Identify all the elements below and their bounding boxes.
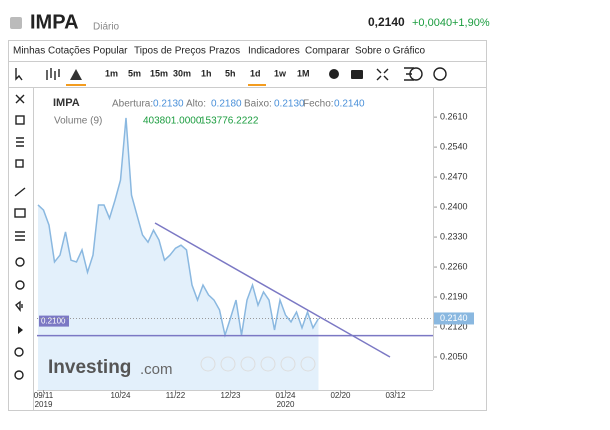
period: Diário [93,22,120,33]
tool[interactable] [14,347,24,357]
y-tick-label: 0.2400 [440,201,468,211]
x-tick-label: 02/20 [330,391,351,400]
legend-label: Alto: [186,99,206,110]
timeframe[interactable]: 5m [128,68,141,78]
tool[interactable] [14,370,24,380]
trend-line [154,222,391,358]
download-icon[interactable] [409,67,423,81]
legend-value: 0.2140 [334,99,365,110]
last-price-label: 0.2140 [440,313,468,323]
bars-icon[interactable] [46,68,60,80]
watermark: Investing [48,357,131,378]
logo [10,17,22,29]
menu-item[interactable]: Minhas Cotações [13,46,90,57]
settings-icon[interactable] [329,69,339,79]
cursor-icon[interactable] [15,68,23,81]
tool[interactable] [15,94,25,104]
nav-button[interactable] [240,356,256,372]
tool[interactable] [16,137,24,147]
x-tick-label: 10/24 [110,391,131,400]
plot: 0.2050 0.2120 0.2190 0.2260 0.2330 0.2400 0.24… [34,88,474,409]
toolbar-icons [15,67,447,86]
y-tick-label: 0.2330 [440,231,468,241]
x-tick-label: 09/11 [34,391,54,400]
y-tick-label: 0.2050 [440,351,468,361]
tool[interactable] [14,208,26,218]
navigator [200,356,316,372]
hline-tag [39,315,69,327]
timeframe[interactable]: 1m [105,68,118,78]
change: +0,0040 [412,17,452,29]
tool[interactable] [15,159,24,168]
nav-button[interactable] [280,356,296,372]
x-year-label: 2019 [35,400,53,409]
nav-button[interactable] [300,356,316,372]
change-pct: +1,90% [452,17,490,29]
legend-value: 0.2180 [211,99,242,110]
y-tick-label: 0.2540 [440,141,468,151]
line [37,117,320,339]
y-tick-label: 0.2470 [440,171,468,181]
area [38,117,319,391]
nav-button[interactable] [220,356,236,372]
menu-item[interactable]: Sobre o Gráfico [355,46,425,57]
sep-icon[interactable] [404,67,414,81]
timeframe[interactable]: 15m [150,68,168,78]
nav-button[interactable] [260,356,276,372]
menu-item[interactable]: Tipos de Preços [134,46,206,57]
area-icon[interactable] [70,69,82,80]
tool[interactable] [15,300,23,312]
selected-underline [248,84,266,86]
x-tick-label: 03/12 [385,391,406,400]
tool[interactable] [14,187,26,197]
menu-item[interactable]: Indicadores [248,46,300,57]
tool[interactable] [15,257,25,267]
fullscreen-icon[interactable] [376,68,389,81]
selected-underline [66,84,86,86]
frame [8,40,487,411]
timeframe[interactable]: 30m [173,68,191,78]
x-year-label: 2020 [277,400,295,409]
nav-button[interactable] [200,356,216,372]
timeframe[interactable]: 1M [297,68,310,78]
symbol: IMPA [30,11,79,33]
timeframe[interactable]: 1h [201,68,212,78]
tool[interactable] [18,326,23,334]
y-tick-label: 0.2260 [440,261,468,271]
legend-label: Abertura: [112,99,153,110]
legend-label: Fecho: [303,99,334,110]
menu: Minhas Cotações Popular Tipos de Preços Pra… [13,46,425,57]
legend-value: 153776.2222 [200,116,259,127]
y-tick-label: 0.2120 [440,321,468,331]
timeframe[interactable]: 1w [274,68,287,78]
tool[interactable] [15,115,25,125]
menu-item[interactable]: Popular [93,46,128,57]
hline-label: 0.2100 [41,317,66,326]
camera-icon[interactable] [351,70,363,79]
y-tick-label: 0.2610 [440,112,468,122]
legend-label: Volume (9) [54,116,102,127]
x-tick-label: 01/24 [275,391,296,400]
timeframe[interactable]: 5h [225,68,236,78]
timeframe[interactable]: 1d [250,68,261,78]
menu-item[interactable]: Comparar [305,46,350,57]
y-tick-label: 0.2190 [440,291,468,301]
menu-item[interactable]: Prazos [209,46,240,57]
watermark: .com [140,361,173,378]
left-tools [14,94,26,380]
legend-name: IMPA [53,97,80,109]
legend-value: 0.2130 [274,99,305,110]
tool[interactable] [15,231,25,241]
x-tick-label: 11/22 [166,391,186,400]
legend-label: Baixo: [244,99,272,110]
price: 0,2140 [368,15,405,29]
upload-icon[interactable] [433,67,447,81]
legend-value: 0.2130 [153,99,184,110]
x-tick-label: 12/23 [220,391,241,400]
legend-value: 403801.0000 [143,116,202,127]
tool[interactable] [15,280,25,290]
last-price-tag [434,312,474,325]
